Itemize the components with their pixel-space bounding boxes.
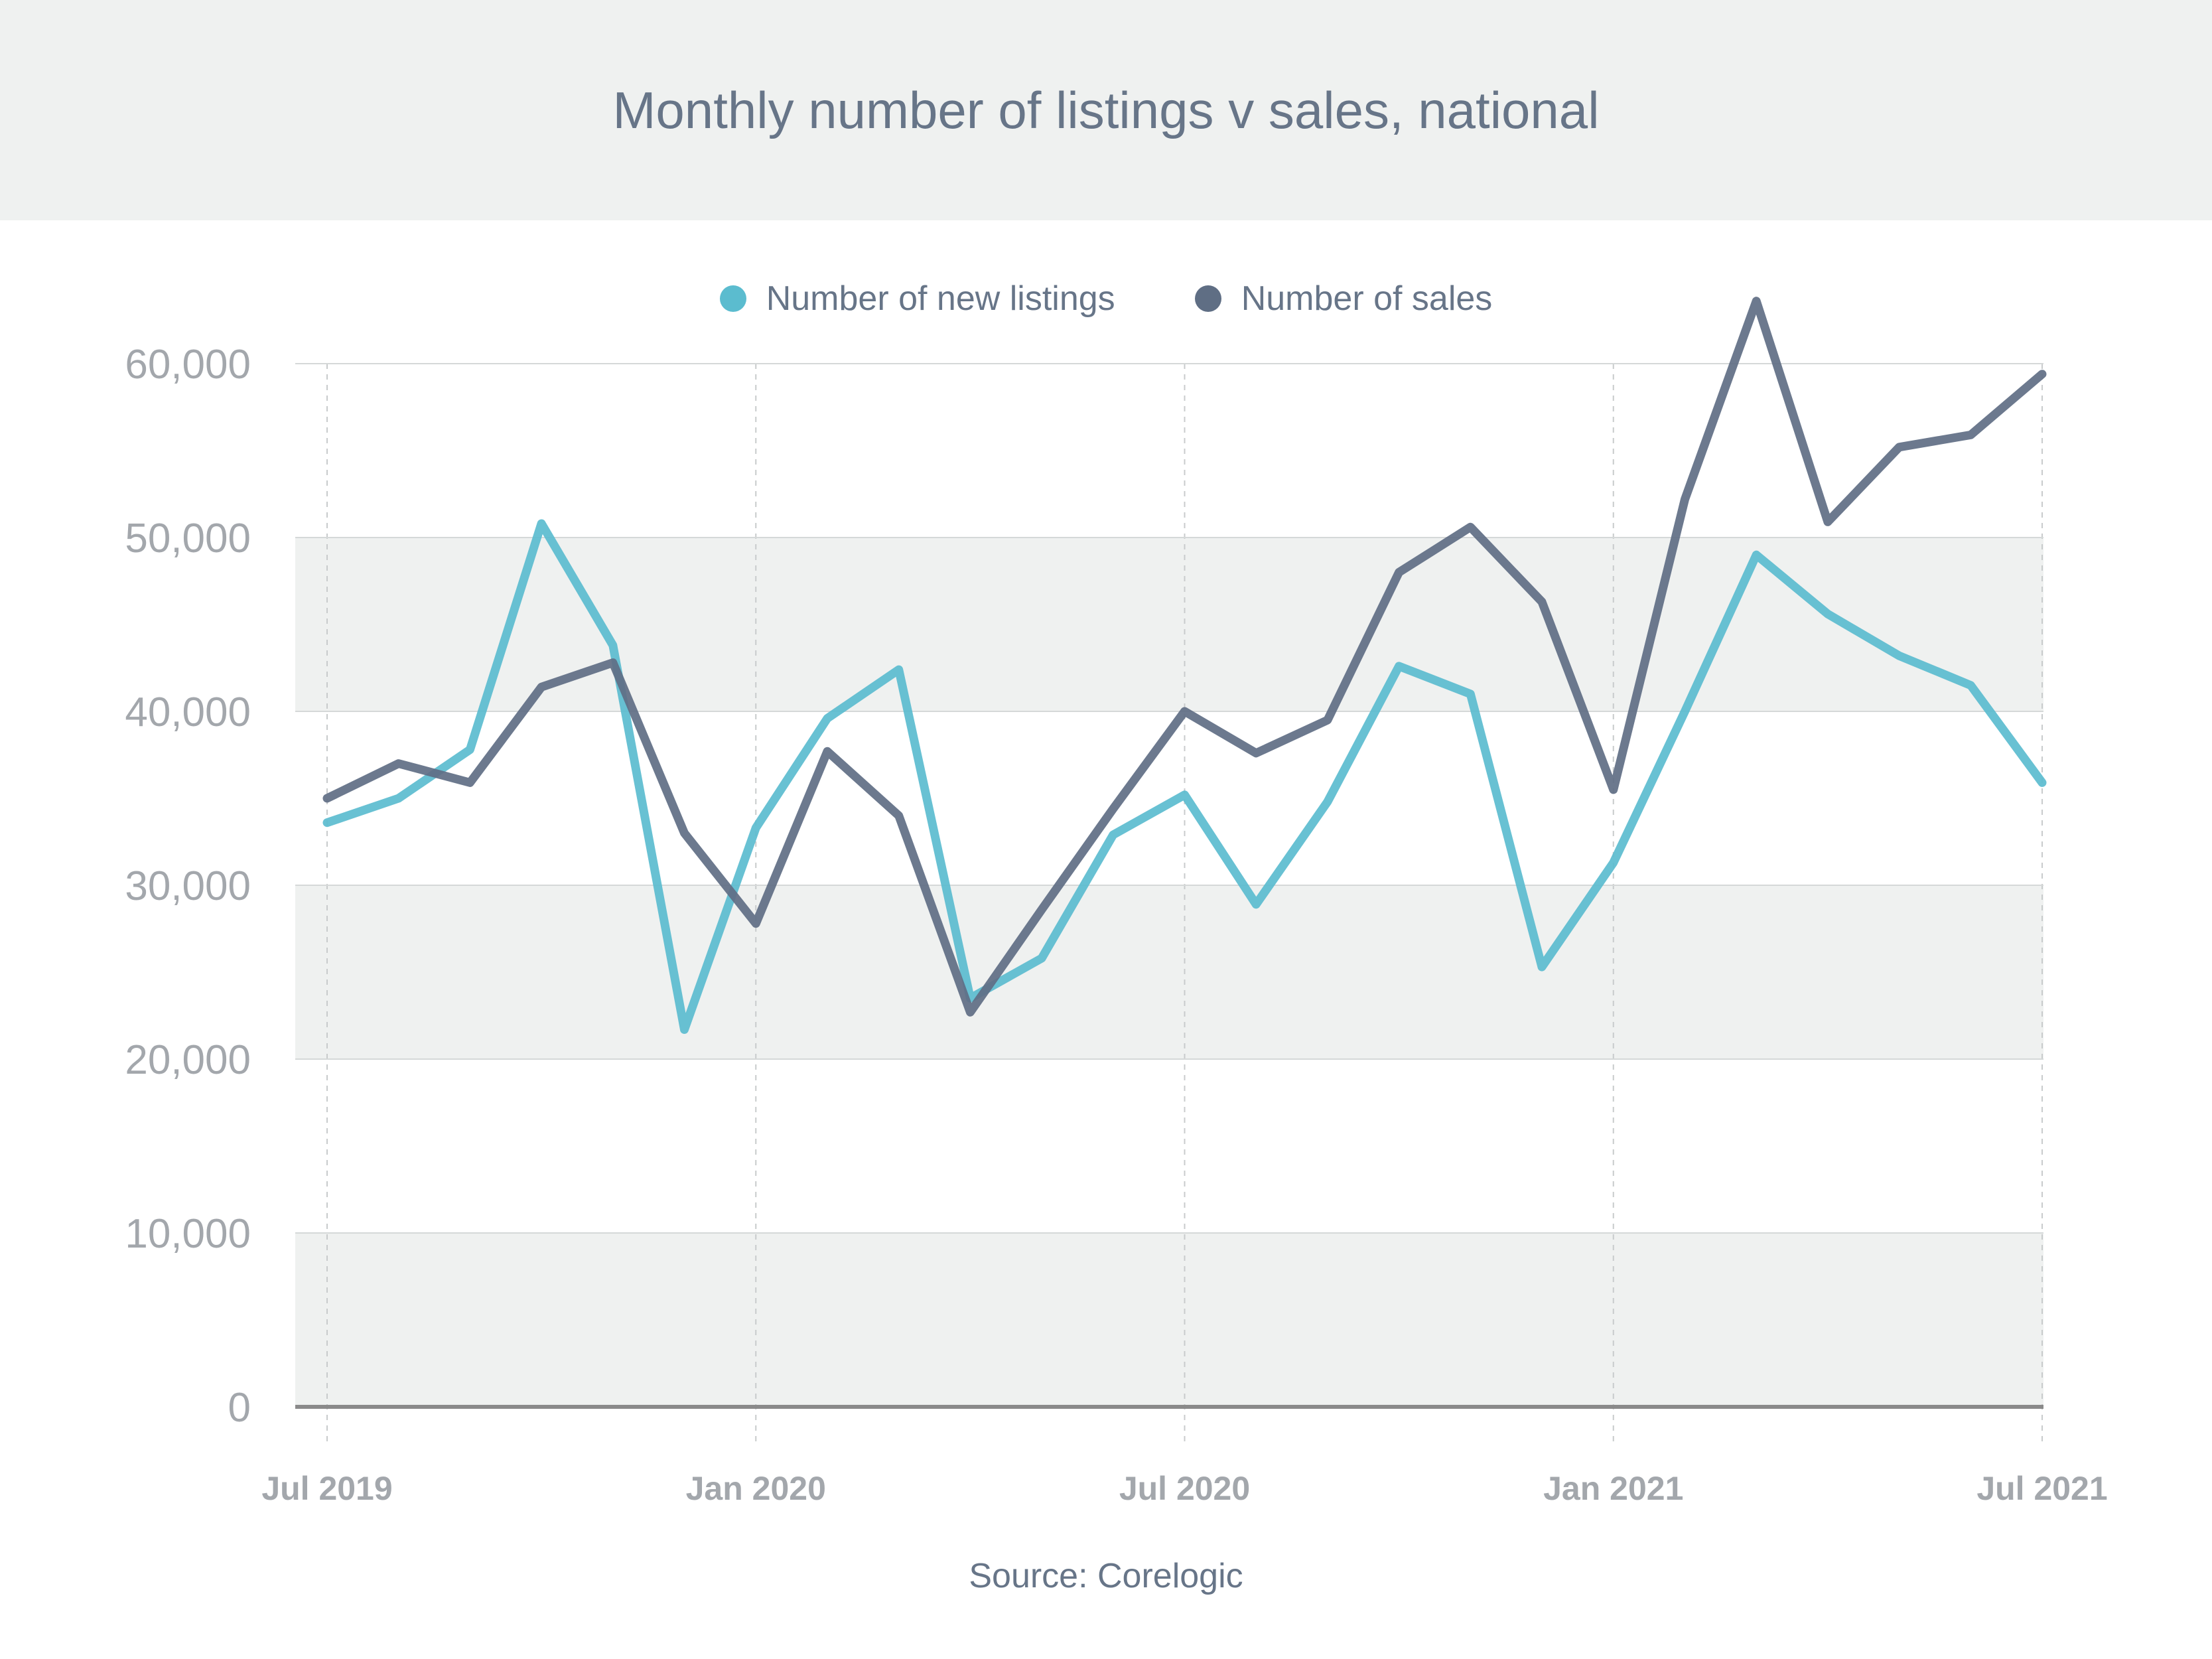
legend-item-new-listings[interactable]: Number of new listings <box>719 279 1115 319</box>
x-tick-label: Jul 2019 <box>261 1470 392 1507</box>
x-tick-label: Jul 2020 <box>1119 1470 1250 1507</box>
series-lines <box>322 297 2047 1034</box>
y-tick-label: 0 <box>228 1385 251 1431</box>
x-tick-label: Jul 2021 <box>1976 1470 2107 1507</box>
grid-band <box>295 885 2043 1059</box>
y-tick-label: 60,000 <box>125 342 251 388</box>
grid-bands <box>295 538 2043 1407</box>
legend-label-sales: Number of sales <box>1241 279 1493 318</box>
y-tick-label: 50,000 <box>125 516 251 561</box>
x-axis-ticks: Jul 2019 Jan 2020 Jul 2020 Jan 2021 Jul 2021 <box>261 1470 2107 1507</box>
vertical-gridlines <box>326 364 2043 1447</box>
y-tick-label: 20,000 <box>125 1037 251 1083</box>
legend-label-new-listings: Number of new listings <box>766 279 1115 318</box>
y-tick-label: 30,000 <box>125 863 251 909</box>
legend-item-sales[interactable]: Number of sales <box>1194 279 1493 319</box>
source-note: Source: Corelogic <box>969 1557 1243 1595</box>
legend-dot-new-listings <box>719 285 746 312</box>
y-tick-label: 40,000 <box>125 689 251 735</box>
x-tick-label: Jan 2021 <box>1543 1470 1683 1507</box>
chart-title: Monthly number of listings v sales, nati… <box>612 80 1600 139</box>
line-chart: 0 10,000 20,000 30,000 40,000 50,000 60,000 Ju… <box>125 297 2108 1507</box>
y-tick-label: 10,000 <box>125 1211 251 1257</box>
x-tick-label: Jan 2020 <box>686 1470 826 1507</box>
chart-legend: Number of new listings Number of sales <box>0 279 2212 319</box>
series-line-new-listings <box>322 519 2047 1034</box>
grid-band <box>295 1233 2043 1407</box>
y-axis-ticks: 0 10,000 20,000 30,000 40,000 50,000 60,000 <box>125 342 251 1431</box>
horizontal-gridlines <box>295 363 2043 1409</box>
legend-dot-sales <box>1194 285 1221 312</box>
chart-header: Monthly number of listings v sales, nati… <box>0 0 2212 220</box>
series-line-sales <box>322 297 2047 1017</box>
